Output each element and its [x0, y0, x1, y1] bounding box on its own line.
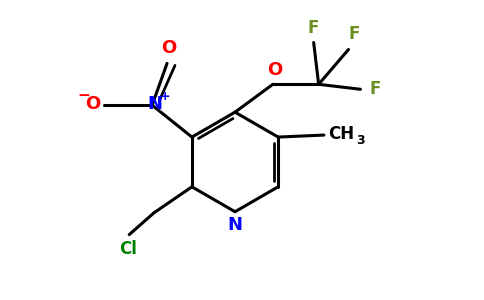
Text: N: N — [148, 95, 163, 113]
Text: F: F — [369, 80, 381, 98]
Text: Cl: Cl — [119, 240, 137, 258]
Text: 3: 3 — [356, 134, 364, 146]
Text: CH: CH — [328, 125, 354, 143]
Text: −: − — [77, 88, 90, 103]
Text: F: F — [308, 19, 319, 37]
Text: N: N — [227, 216, 242, 234]
Text: O: O — [161, 39, 177, 57]
Text: O: O — [85, 95, 100, 113]
Text: O: O — [267, 61, 283, 79]
Text: +: + — [160, 90, 170, 103]
Text: F: F — [349, 26, 360, 44]
